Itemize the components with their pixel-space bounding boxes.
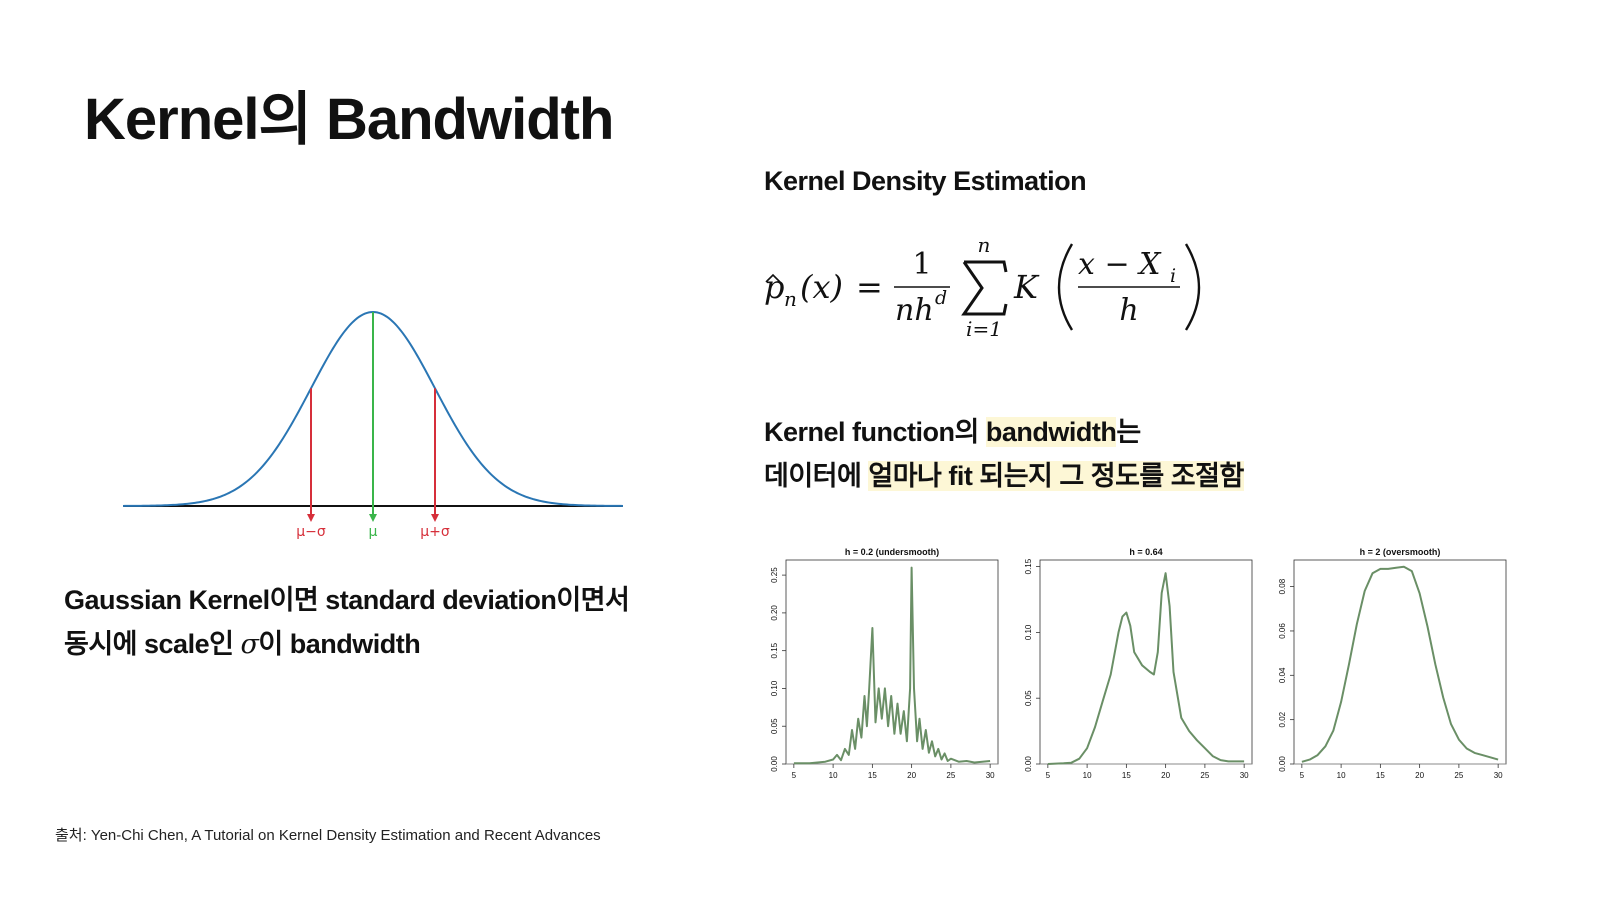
left-paren bbox=[1057, 243, 1074, 331]
plot-title: h = 2 (oversmooth) bbox=[1360, 547, 1441, 557]
y-tick-label: 0.04 bbox=[1278, 667, 1287, 683]
x-tick-label: 10 bbox=[1083, 771, 1092, 780]
label-mu-minus-sigma: μ−σ bbox=[296, 524, 326, 540]
y-tick-label: 0.02 bbox=[1278, 711, 1287, 727]
x-tick-label: 15 bbox=[1376, 771, 1385, 780]
kde-plot-medium: h = 0.64 5 10 15 20 25 30 0.00 0.05 0.10 0.15 bbox=[1014, 544, 1264, 784]
sigma-minus-arrow bbox=[307, 514, 315, 522]
x-tick-label: 25 bbox=[1454, 771, 1463, 780]
right-paren bbox=[1184, 243, 1201, 331]
bw-line-1: Kernel function의 bandwidth는 bbox=[764, 410, 1244, 454]
note-line-2-end: 이 bandwidth bbox=[258, 629, 421, 659]
bw-highlight-bandwidth: bandwidth bbox=[985, 417, 1117, 447]
label-mu: μ bbox=[369, 524, 378, 540]
label-mu-plus-sigma: μ+σ bbox=[420, 524, 450, 540]
plot-title: h = 0.64 bbox=[1129, 547, 1162, 557]
formula-equals: = bbox=[856, 268, 883, 306]
gaussian-bandwidth-note: Gaussian Kernel이면 standard deviation이면서 … bbox=[64, 578, 630, 667]
plot-title: h = 0.2 (undersmooth) bbox=[845, 547, 939, 557]
note-line-2-start: 동시에 scale인 bbox=[64, 629, 241, 659]
x-tick-label: 15 bbox=[1122, 771, 1131, 780]
y-tick-label: 0.20 bbox=[770, 605, 779, 621]
plot-frame bbox=[785, 559, 999, 765]
bw-line-2-start: 데이터에 bbox=[764, 461, 869, 491]
density-curve bbox=[1301, 565, 1499, 763]
bandwidth-explanation: Kernel function의 bandwidth는 데이터에 얼마나 fit… bbox=[764, 410, 1244, 498]
kde-formula: p n (x) = 1 nh d n i=1 K x − X i h bbox=[760, 232, 1220, 344]
y-tick-label: 0.00 bbox=[1278, 756, 1287, 772]
formula-den-d: d bbox=[935, 287, 947, 309]
x-tick-label: 5 bbox=[1046, 771, 1051, 780]
formula-K: K bbox=[1013, 268, 1040, 306]
note-line-2: 동시에 scale인 σ이 bandwidth bbox=[64, 622, 629, 667]
page-title: Kernel의 Bandwidth bbox=[84, 87, 614, 152]
x-tick-label: 5 bbox=[792, 771, 797, 780]
bw-line-1-start: Kernel function의 bbox=[764, 417, 986, 447]
kde-plot-oversmooth: h = 2 (oversmooth) 5 10 15 20 25 30 0.00 0.02 0.0… bbox=[1268, 544, 1518, 784]
y-tick-label: 0.10 bbox=[1024, 624, 1033, 640]
formula-frac-num-sub: i bbox=[1170, 265, 1176, 287]
x-tick-label: 25 bbox=[1200, 771, 1209, 780]
y-tick-label: 0.08 bbox=[1278, 578, 1287, 594]
formula-frac-den: h bbox=[1119, 293, 1138, 328]
gaussian-kernel-diagram: μ−σ μ μ+σ bbox=[118, 300, 628, 550]
density-curve bbox=[793, 566, 991, 765]
formula-arg: (x) bbox=[800, 268, 843, 306]
bw-highlight-fit: 얼마나 fit 되는지 그 정도를 조절함 bbox=[868, 461, 1244, 491]
x-tick-label: 20 bbox=[1415, 771, 1424, 780]
y-tick-label: 0.00 bbox=[770, 756, 779, 772]
plot-frame bbox=[1293, 559, 1507, 765]
x-tick-label: 10 bbox=[829, 771, 838, 780]
x-tick-label: 10 bbox=[1337, 771, 1346, 780]
y-tick-label: 0.05 bbox=[1024, 690, 1033, 706]
y-tick-label: 0.15 bbox=[770, 642, 779, 658]
sum-sign bbox=[961, 260, 1008, 316]
y-tick-label: 0.25 bbox=[770, 567, 779, 583]
x-tick-label: 15 bbox=[868, 771, 877, 780]
source-citation: 출처: Yen-Chi Chen, A Tutorial on Kernel D… bbox=[55, 827, 601, 844]
sum-bottom: i=1 bbox=[966, 317, 1002, 341]
sum-top: n bbox=[978, 233, 991, 257]
y-tick-label: 0.00 bbox=[1024, 756, 1033, 772]
formula-den-nh: nh bbox=[895, 293, 934, 328]
y-tick-label: 0.15 bbox=[1024, 558, 1033, 574]
hat-symbol bbox=[765, 273, 781, 283]
mean-arrow bbox=[369, 514, 377, 522]
sigma-symbol: σ bbox=[240, 629, 259, 660]
x-tick-label: 30 bbox=[1494, 771, 1503, 780]
y-tick-label: 0.06 bbox=[1278, 623, 1287, 639]
kde-heading: Kernel Density Estimation bbox=[764, 166, 1087, 196]
x-tick-label: 20 bbox=[907, 771, 916, 780]
bw-line-2: 데이터에 얼마나 fit 되는지 그 정도를 조절함 bbox=[764, 454, 1244, 498]
sigma-plus-arrow bbox=[431, 514, 439, 522]
kde-plot-undersmooth: h = 0.2 (undersmooth) 5 10 15 20 25 30 0.00 0.05… bbox=[760, 544, 1010, 784]
y-tick-label: 0.05 bbox=[770, 718, 779, 734]
x-tick-label: 30 bbox=[986, 771, 995, 780]
y-tick-label: 0.10 bbox=[770, 680, 779, 696]
x-tick-label: 25 bbox=[946, 771, 955, 780]
density-curve bbox=[1047, 572, 1245, 765]
formula-numerator: 1 bbox=[912, 247, 931, 282]
bw-line-1-end: 는 bbox=[1116, 417, 1141, 447]
note-line-1: Gaussian Kernel이면 standard deviation이면서 bbox=[64, 585, 630, 615]
x-tick-label: 5 bbox=[1300, 771, 1305, 780]
formula-p: p bbox=[764, 268, 784, 306]
x-tick-label: 20 bbox=[1161, 771, 1170, 780]
plot-frame bbox=[1039, 559, 1253, 765]
x-tick-label: 30 bbox=[1240, 771, 1249, 780]
formula-sub-n: n bbox=[784, 287, 797, 311]
formula-frac-num: x − X bbox=[1078, 247, 1162, 282]
